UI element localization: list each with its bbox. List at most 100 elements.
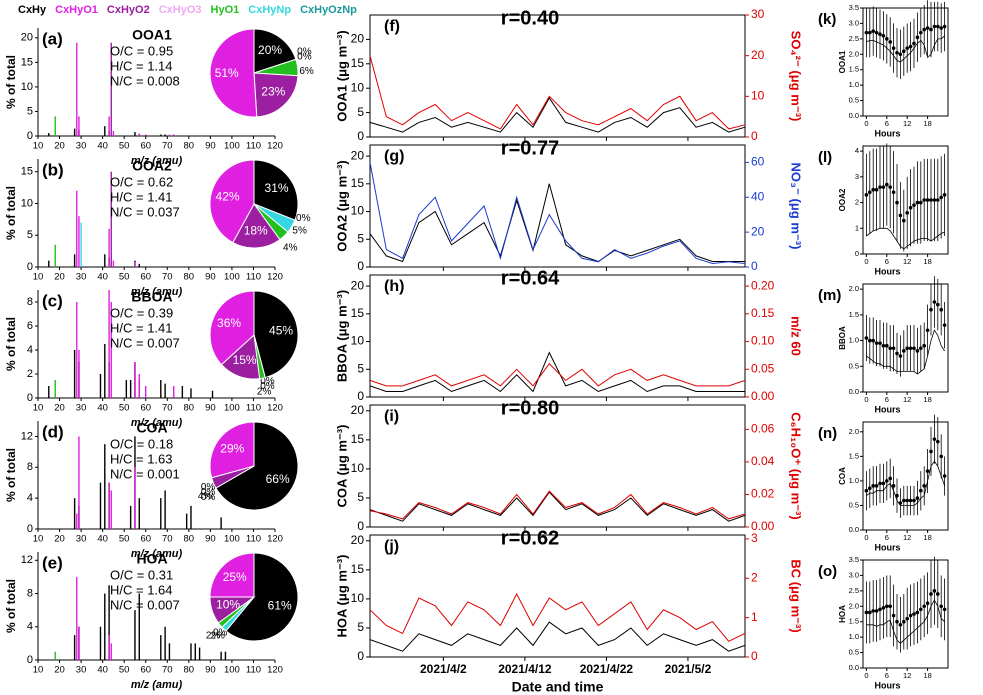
y2-axis-title: BC (μg m⁻³) bbox=[789, 559, 804, 632]
y-tick-label: 2 bbox=[27, 368, 33, 380]
x-tick-label: 10 bbox=[33, 534, 44, 545]
y-axis-title: % of total bbox=[4, 448, 18, 502]
x-tick-label: 70 bbox=[162, 272, 173, 283]
x-tick-label: 6 bbox=[885, 533, 889, 542]
panel-label: (j) bbox=[384, 538, 399, 555]
ratio-label: N/C = 0.008 bbox=[110, 73, 180, 88]
pie-slice bbox=[225, 552, 299, 642]
mean-point bbox=[878, 481, 882, 486]
ratio-label: H/C = 1.41 bbox=[110, 320, 173, 335]
pie-label: 0% bbox=[201, 492, 216, 503]
y-tick-label: 2.0 bbox=[849, 49, 859, 58]
x-tick-label: 120 bbox=[267, 665, 283, 676]
mean-point bbox=[908, 498, 913, 503]
mean-point bbox=[881, 481, 886, 486]
panel-label: (m) bbox=[818, 287, 841, 304]
y-tick-label: 10 bbox=[351, 591, 365, 605]
y2-tick-label: 60 bbox=[751, 155, 765, 169]
y-axis-title: COA bbox=[838, 467, 847, 485]
y-axis-title: OOA2 bbox=[838, 188, 847, 211]
mean-point bbox=[878, 185, 882, 189]
x-tick-label: 80 bbox=[184, 665, 195, 676]
y2-tick-label: 0.05 bbox=[751, 361, 775, 375]
x-tick-label: 100 bbox=[224, 534, 240, 545]
y-tick-label: 10 bbox=[351, 80, 365, 94]
series-line bbox=[369, 362, 746, 387]
x-tick-label: 20 bbox=[54, 141, 65, 152]
mean-point bbox=[871, 338, 875, 343]
x-tick-label: 100 bbox=[224, 141, 240, 152]
x-tick-label: 0 bbox=[864, 395, 868, 404]
pie-label: 6% bbox=[299, 66, 314, 77]
x-tick-label: 10 bbox=[33, 665, 44, 676]
y-tick-label: 5 bbox=[357, 490, 364, 504]
ratio-label: N/C = 0.001 bbox=[110, 466, 180, 481]
mean-point bbox=[888, 40, 892, 44]
mean-point bbox=[922, 484, 926, 488]
panel-label: (b) bbox=[42, 160, 64, 179]
panel-label: (d) bbox=[42, 422, 64, 441]
mean-point bbox=[936, 24, 940, 29]
y-tick-label: 0 bbox=[855, 249, 859, 258]
mean-point bbox=[936, 592, 940, 596]
correlation-label: r=0.64 bbox=[501, 267, 560, 289]
x-tick-label: 12 bbox=[903, 533, 911, 542]
y-tick-label: 15 bbox=[351, 562, 365, 576]
y-tick-label: 20 bbox=[351, 32, 365, 46]
mean-point bbox=[908, 44, 913, 49]
x-tick-label: 18 bbox=[923, 671, 931, 680]
pie-label: 51% bbox=[215, 66, 239, 80]
y-tick-label: 8 bbox=[27, 587, 33, 599]
x-tick-label: 18 bbox=[923, 257, 931, 266]
ratio-label: H/C = 1.63 bbox=[110, 451, 173, 466]
x-tick-label: 50 bbox=[119, 534, 130, 545]
y-tick-label: 0 bbox=[357, 519, 364, 533]
x-axis-title: Hours bbox=[874, 128, 900, 138]
mean-point bbox=[888, 476, 892, 481]
x-tick-label: 0 bbox=[864, 257, 868, 266]
mean-point bbox=[936, 302, 940, 307]
series-line bbox=[369, 55, 746, 130]
mean-point bbox=[878, 32, 882, 37]
x-tick-label: 6 bbox=[885, 257, 889, 266]
pie-label: 31% bbox=[265, 181, 289, 195]
y2-tick-label: 0.06 bbox=[751, 422, 775, 436]
y-axis-title: % of total bbox=[4, 579, 18, 633]
mean-point bbox=[939, 26, 943, 30]
x-tick-label: 12 bbox=[903, 257, 911, 266]
panel-label: (a) bbox=[42, 29, 63, 48]
x-tick-label: 2021/4/22 bbox=[580, 662, 634, 676]
x-tick-label: 90 bbox=[205, 141, 216, 152]
pie-label: 18% bbox=[244, 223, 268, 237]
y2-axis-title: m/z 60 bbox=[789, 316, 804, 356]
mean-point bbox=[932, 437, 937, 441]
x-tick-label: 100 bbox=[224, 272, 240, 283]
x-tick-label: 90 bbox=[205, 665, 216, 676]
plot-frame bbox=[862, 559, 949, 669]
panel-label: (h) bbox=[384, 278, 404, 295]
y-tick-label: 5 bbox=[27, 229, 33, 241]
y-tick-label: 0 bbox=[27, 654, 33, 666]
x-tick-label: 60 bbox=[140, 534, 151, 545]
pie-label: 2% bbox=[206, 630, 221, 641]
pie-label: 61% bbox=[268, 598, 292, 612]
y-axis-title: BBOA bbox=[838, 326, 847, 350]
y-tick-label: 0 bbox=[27, 130, 33, 142]
mean-point bbox=[885, 604, 889, 609]
mean-point bbox=[942, 607, 947, 612]
x-tick-label: 6 bbox=[885, 119, 889, 128]
ratio-label: O/C = 0.62 bbox=[110, 174, 173, 189]
y-tick-label: 5 bbox=[27, 105, 33, 117]
y-tick-label: 20 bbox=[351, 148, 365, 162]
mean-point bbox=[885, 343, 889, 348]
pie-label: 4% bbox=[198, 491, 213, 502]
x-tick-label: 60 bbox=[140, 272, 151, 283]
legend-label: CxHyO2 bbox=[107, 4, 150, 16]
mean-point bbox=[925, 328, 930, 333]
median-line bbox=[866, 460, 945, 506]
mean-point bbox=[895, 200, 899, 205]
x-tick-label: 100 bbox=[224, 403, 240, 414]
y-axis-title: % of total bbox=[4, 317, 18, 371]
y-tick-label: 3 bbox=[855, 172, 859, 181]
panel-label: (n) bbox=[818, 425, 837, 442]
